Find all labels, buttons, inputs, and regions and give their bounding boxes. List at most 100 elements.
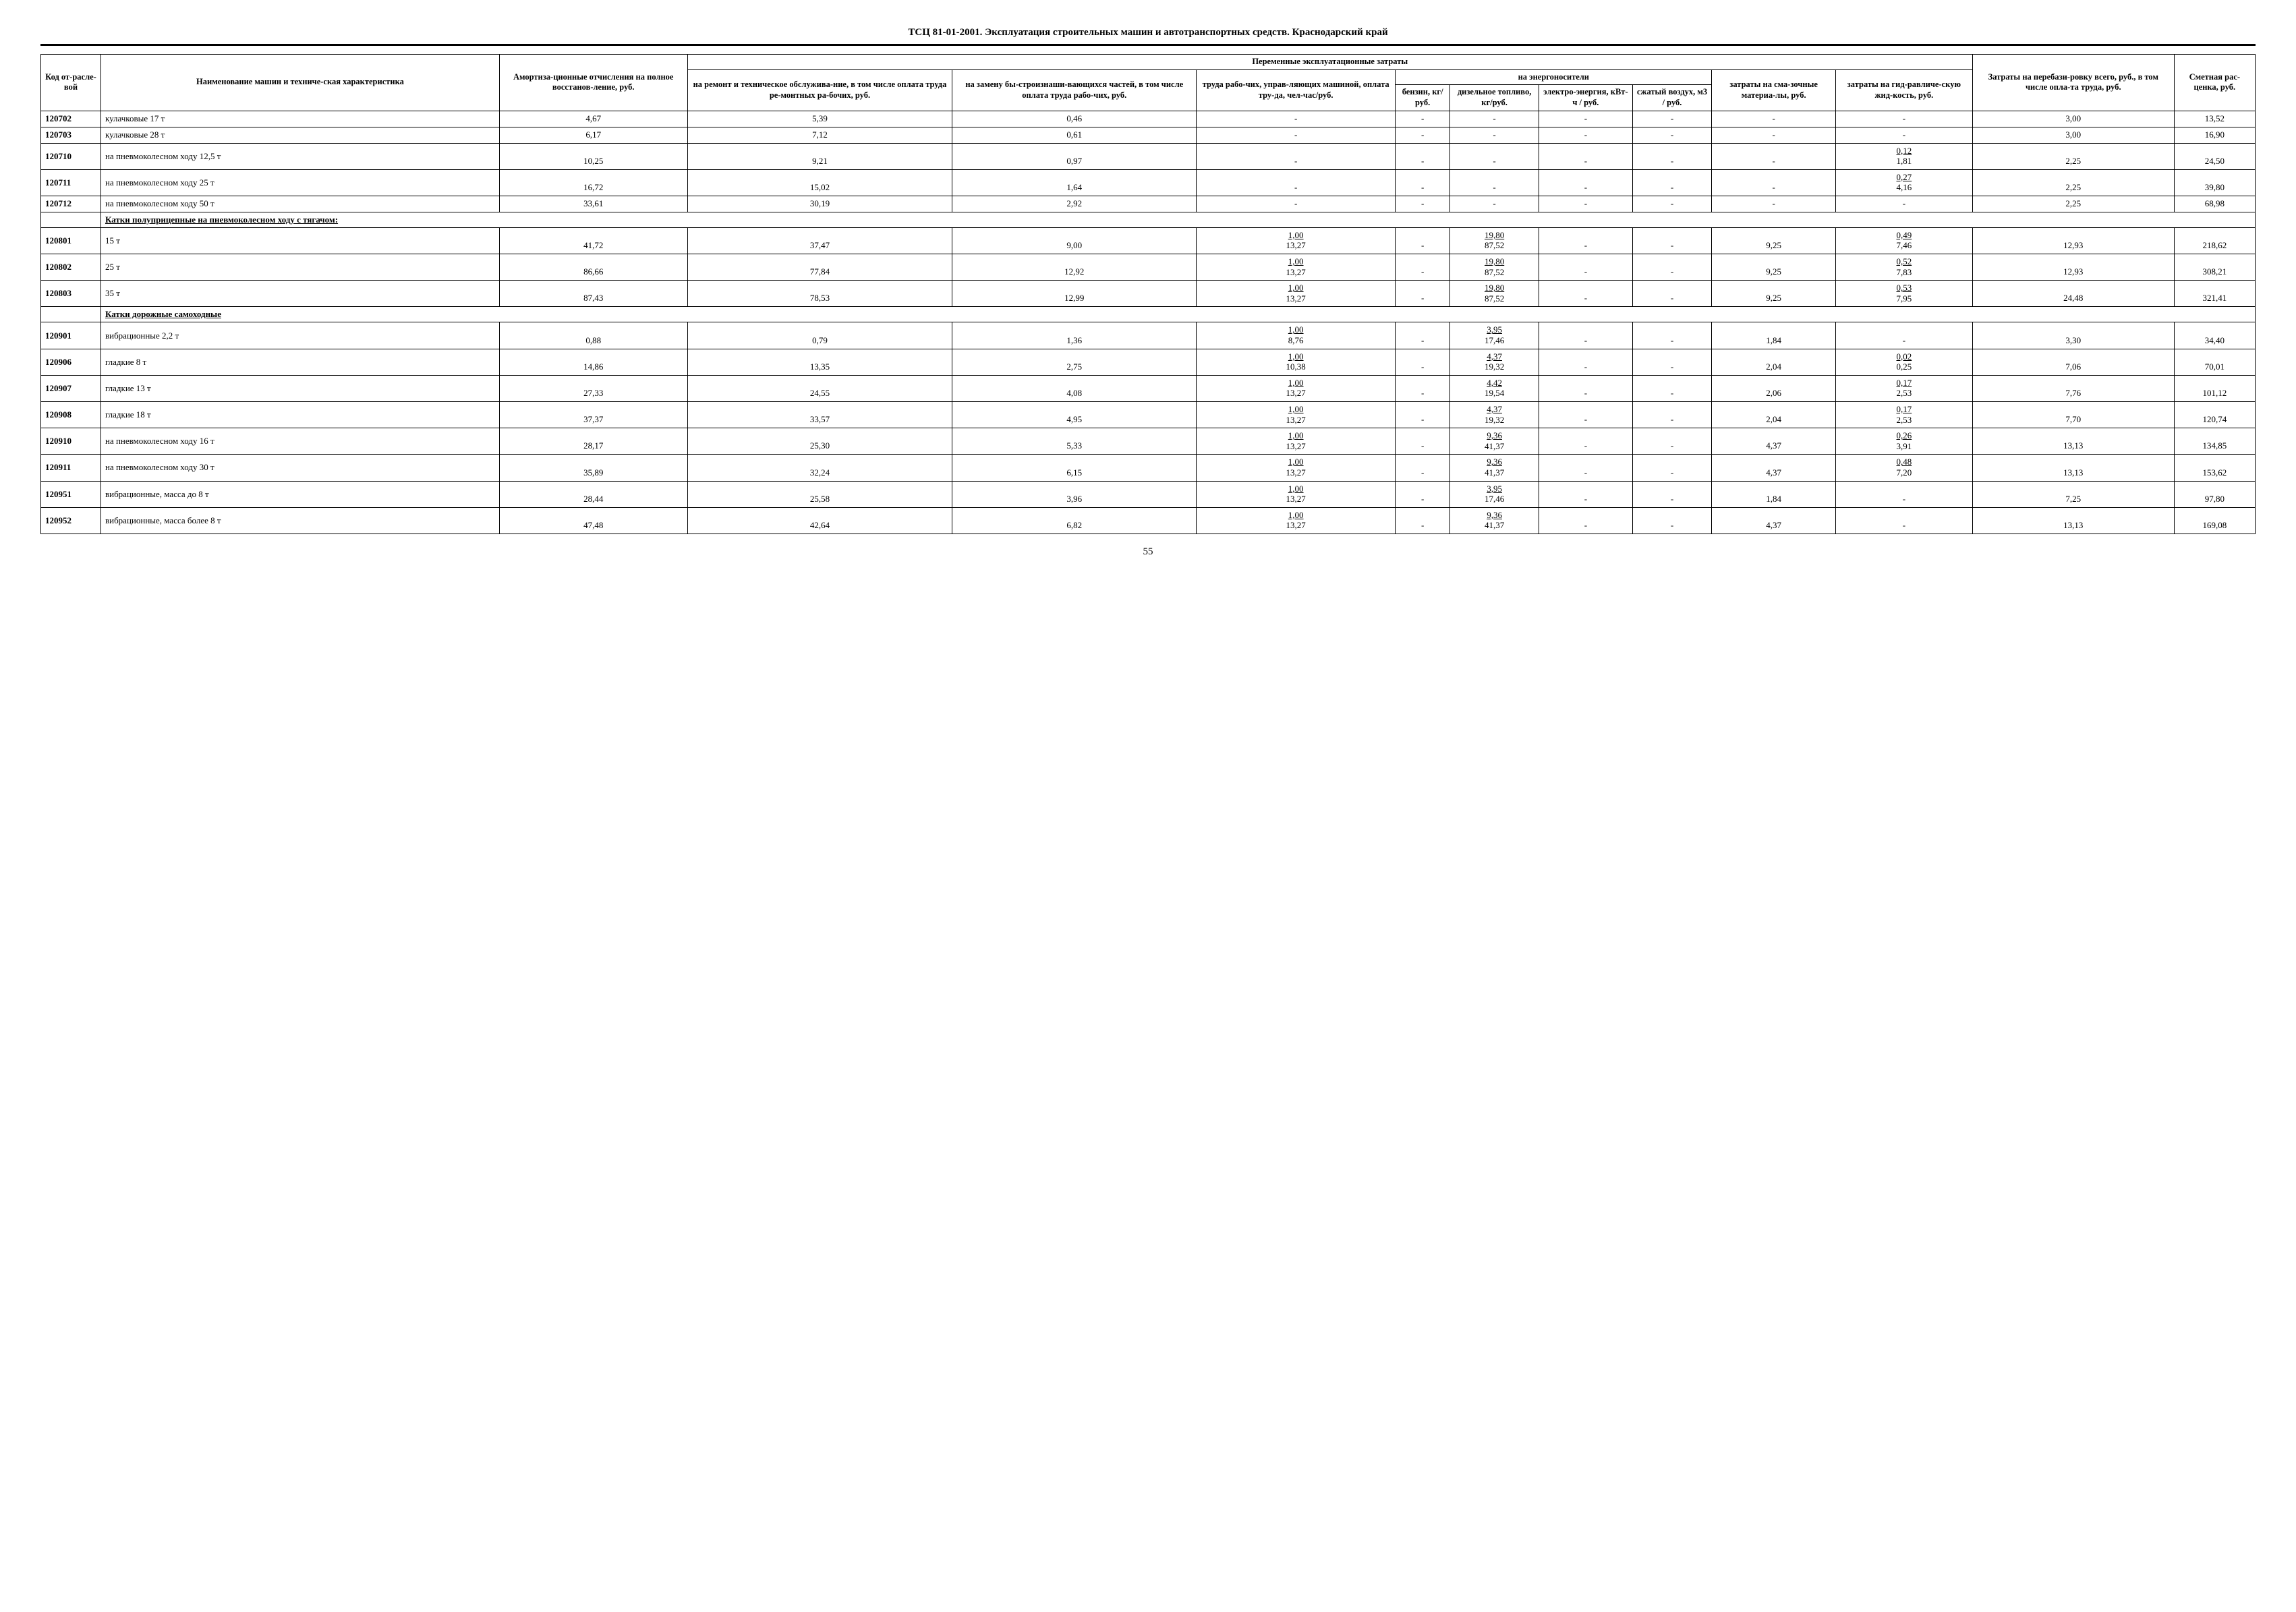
cell-code: 120952 — [41, 507, 101, 534]
cell-repair: 33,57 — [687, 402, 952, 428]
cell-repair: 30,19 — [687, 196, 952, 212]
cell-air: - — [1632, 169, 1712, 196]
cell-lube: 4,37 — [1712, 455, 1835, 481]
cell-labor: 1,0013,27 — [1197, 402, 1396, 428]
col-rate: Сметная рас-ценка, руб. — [2174, 55, 2255, 111]
cell-electro: - — [1539, 455, 1633, 481]
cell-air: - — [1632, 349, 1712, 375]
cell-electro: - — [1539, 281, 1633, 307]
table-row: 120710на пневмоколесном ходу 12,5 т10,25… — [41, 143, 2256, 169]
cell-petrol: - — [1396, 455, 1450, 481]
cell-hydr: 0,487,20 — [1835, 455, 1972, 481]
table-row: 120901вибрационные 2,2 т0,880,791,361,00… — [41, 322, 2256, 349]
cell-reloc: 12,93 — [1972, 254, 2174, 281]
cell-diesel: 4,3719,32 — [1450, 402, 1539, 428]
col-amort: Амортиза-ционные отчисления на полное во… — [499, 55, 687, 111]
cell-replace: 1,64 — [952, 169, 1197, 196]
cell-repair: 37,47 — [687, 227, 952, 254]
cell-rate: 16,90 — [2174, 127, 2255, 143]
cell-replace: 2,92 — [952, 196, 1197, 212]
cell-petrol: - — [1396, 349, 1450, 375]
table-row: 12080115 т41,7237,479,001,0013,27-19,808… — [41, 227, 2256, 254]
cell-labor: 1,0010,38 — [1197, 349, 1396, 375]
cell-amort: 28,17 — [499, 428, 687, 455]
cell-replace: 0,61 — [952, 127, 1197, 143]
cell-lube: 2,06 — [1712, 375, 1835, 401]
cell-air: - — [1632, 111, 1712, 127]
cell-repair: 77,84 — [687, 254, 952, 281]
cell-labor: - — [1197, 143, 1396, 169]
cell-diesel: - — [1450, 111, 1539, 127]
table-row: 120712на пневмоколесном ходу 50 т33,6130… — [41, 196, 2256, 212]
cell-replace: 0,97 — [952, 143, 1197, 169]
cell-code: 120911 — [41, 455, 101, 481]
cell-hydr: 0,020,25 — [1835, 349, 1972, 375]
cell-code: 120712 — [41, 196, 101, 212]
cell-code: 120801 — [41, 227, 101, 254]
cell-replace: 9,00 — [952, 227, 1197, 254]
table-row: 12080335 т87,4378,5312,991,0013,27-19,80… — [41, 281, 2256, 307]
cell-lube: 9,25 — [1712, 254, 1835, 281]
col-energy-group: на энергоносители — [1396, 69, 1712, 85]
table-row: 120911на пневмоколесном ходу 30 т35,8932… — [41, 455, 2256, 481]
cell-reloc: 12,93 — [1972, 227, 2174, 254]
cell-rate: 308,21 — [2174, 254, 2255, 281]
cell-lube: - — [1712, 111, 1835, 127]
section-code — [41, 212, 101, 227]
cell-reloc: 2,25 — [1972, 169, 2174, 196]
cell-hydr: 0,497,46 — [1835, 227, 1972, 254]
cell-rate: 101,12 — [2174, 375, 2255, 401]
cell-name: на пневмоколесном ходу 12,5 т — [101, 143, 499, 169]
col-air: сжатый воздух, м3 / руб. — [1632, 85, 1712, 111]
cell-amort: 86,66 — [499, 254, 687, 281]
cell-labor: 1,0013,27 — [1197, 375, 1396, 401]
cell-name: на пневмоколесном ходу 25 т — [101, 169, 499, 196]
cell-replace: 12,99 — [952, 281, 1197, 307]
cell-reloc: 7,76 — [1972, 375, 2174, 401]
cell-labor: 1,0013,27 — [1197, 254, 1396, 281]
cell-reloc: 24,48 — [1972, 281, 2174, 307]
cell-diesel: 19,8087,52 — [1450, 227, 1539, 254]
cell-repair: 7,12 — [687, 127, 952, 143]
cell-code: 120908 — [41, 402, 101, 428]
cell-code: 120803 — [41, 281, 101, 307]
cell-amort: 14,86 — [499, 349, 687, 375]
table-row: 120907гладкие 13 т27,3324,554,081,0013,2… — [41, 375, 2256, 401]
cell-amort: 41,72 — [499, 227, 687, 254]
cell-petrol: - — [1396, 127, 1450, 143]
cell-electro: - — [1539, 254, 1633, 281]
cell-replace: 4,08 — [952, 375, 1197, 401]
cell-electro: - — [1539, 111, 1633, 127]
cell-electro: - — [1539, 143, 1633, 169]
cell-air: - — [1632, 254, 1712, 281]
cell-amort: 0,88 — [499, 322, 687, 349]
col-code: Код от-расле-вой — [41, 55, 101, 111]
cell-repair: 25,58 — [687, 481, 952, 507]
cell-reloc: 7,70 — [1972, 402, 2174, 428]
cell-repair: 15,02 — [687, 169, 952, 196]
cell-amort: 37,37 — [499, 402, 687, 428]
table-row: 120906гладкие 8 т14,8613,352,751,0010,38… — [41, 349, 2256, 375]
cell-code: 120703 — [41, 127, 101, 143]
cell-rate: 97,80 — [2174, 481, 2255, 507]
table-row: 120951вибрационные, масса до 8 т28,4425,… — [41, 481, 2256, 507]
cell-hydr: - — [1835, 127, 1972, 143]
cell-replace: 5,33 — [952, 428, 1197, 455]
cell-hydr: 0,121,81 — [1835, 143, 1972, 169]
cell-repair: 42,64 — [687, 507, 952, 534]
cell-code: 120711 — [41, 169, 101, 196]
cell-petrol: - — [1396, 281, 1450, 307]
cell-electro: - — [1539, 127, 1633, 143]
cell-name: на пневмоколесном ходу 50 т — [101, 196, 499, 212]
cell-reloc: 7,25 — [1972, 481, 2174, 507]
cell-air: - — [1632, 507, 1712, 534]
cell-name: вибрационные, масса до 8 т — [101, 481, 499, 507]
cell-reloc: 13,13 — [1972, 428, 2174, 455]
cell-reloc: 13,13 — [1972, 455, 2174, 481]
cell-replace: 4,95 — [952, 402, 1197, 428]
cell-replace: 6,82 — [952, 507, 1197, 534]
cell-hydr: - — [1835, 111, 1972, 127]
cell-labor: 1,0013,27 — [1197, 227, 1396, 254]
cell-petrol: - — [1396, 322, 1450, 349]
cell-hydr: 0,527,83 — [1835, 254, 1972, 281]
